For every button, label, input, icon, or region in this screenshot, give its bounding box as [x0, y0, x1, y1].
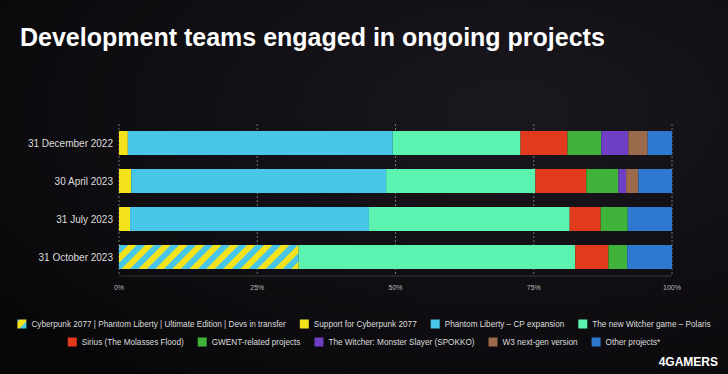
legend-item: GWENT-related projects [198, 338, 301, 348]
tick-label: 75% [527, 284, 541, 291]
legend-swatch [431, 320, 440, 329]
legend-item: Support for Cyberpunk 2077 [300, 320, 417, 330]
bar-segment [567, 131, 601, 155]
legend-swatch [314, 338, 323, 347]
bar-segment [520, 131, 567, 155]
bar-segment [575, 245, 608, 269]
bar-segment [628, 207, 672, 231]
legend-item: Other projects* [592, 338, 661, 348]
legend-swatch [592, 338, 601, 347]
bar-segment [131, 169, 386, 193]
background [0, 0, 728, 374]
watermark: 4GAMERS [659, 355, 718, 369]
bar-segment [586, 169, 618, 193]
tick-label: 100% [663, 284, 681, 291]
bar-segment [648, 131, 672, 155]
bar-segment [119, 207, 130, 231]
bar-segment [119, 245, 299, 269]
x-axis [119, 276, 672, 277]
bar-segment [393, 131, 521, 155]
legend-swatch [17, 320, 26, 329]
bar-segment [299, 245, 575, 269]
bar-segment [601, 207, 628, 231]
chart: Development teams engaged in ongoing pro… [0, 0, 728, 374]
bar-segment [119, 169, 131, 193]
bar-segment [128, 131, 393, 155]
bar-segment [626, 169, 638, 193]
bar-segment [570, 207, 601, 231]
legend-item: The Witcher: Monster Slayer (SPOKKO) [314, 338, 474, 348]
category-label: 31 October 2023 [39, 252, 114, 263]
tick-label: 25% [250, 284, 264, 291]
legend-item: The new Witcher game – Polaris [578, 320, 710, 330]
background-shade [0, 0, 728, 374]
tick-label: 0% [114, 284, 124, 291]
legend-item: Sirius (The Molasses Flood) [68, 338, 184, 348]
bar-segment [369, 207, 570, 231]
legend-label: The new Witcher game – Polaris [592, 320, 710, 329]
legend-swatch [578, 320, 587, 329]
legend-label: Support for Cyberpunk 2077 [314, 320, 417, 329]
bar-segment [386, 169, 535, 193]
bar-segment [130, 207, 369, 231]
title: Development teams engaged in ongoing pro… [20, 23, 605, 51]
legend-item: Phantom Liberty – CP expansion [431, 320, 565, 330]
legend-label: Other projects* [606, 338, 661, 347]
legend-label: W3 next-gen version [503, 338, 579, 347]
category-label: 31 December 2022 [28, 138, 113, 149]
legend-swatch [300, 320, 309, 329]
legend-swatch [489, 338, 498, 347]
legend-label: Cyberpunk 2077 | Phantom Liberty | Ultim… [31, 320, 286, 329]
bar-segment [601, 131, 628, 155]
category-label: 31 July 2023 [56, 214, 113, 225]
legend-label: Phantom Liberty – CP expansion [445, 320, 565, 329]
bar-segment [535, 169, 586, 193]
tick-label: 50% [388, 284, 402, 291]
legend-item: Cyberpunk 2077 | Phantom Liberty | Ultim… [17, 320, 286, 330]
bar-segment [628, 131, 647, 155]
category-label: 30 April 2023 [55, 176, 114, 187]
legend-label: GWENT-related projects [212, 338, 301, 347]
bar-segment [638, 169, 672, 193]
bar-segment [119, 131, 128, 155]
bar-segment [627, 245, 672, 269]
legend-swatch [198, 338, 207, 347]
bar-segment [618, 169, 626, 193]
bar-segment [608, 245, 627, 269]
legend-swatch [68, 338, 77, 347]
legend-label: Sirius (The Molasses Flood) [82, 338, 184, 347]
legend-label: The Witcher: Monster Slayer (SPOKKO) [328, 338, 474, 347]
legend-item: W3 next-gen version [489, 338, 579, 348]
